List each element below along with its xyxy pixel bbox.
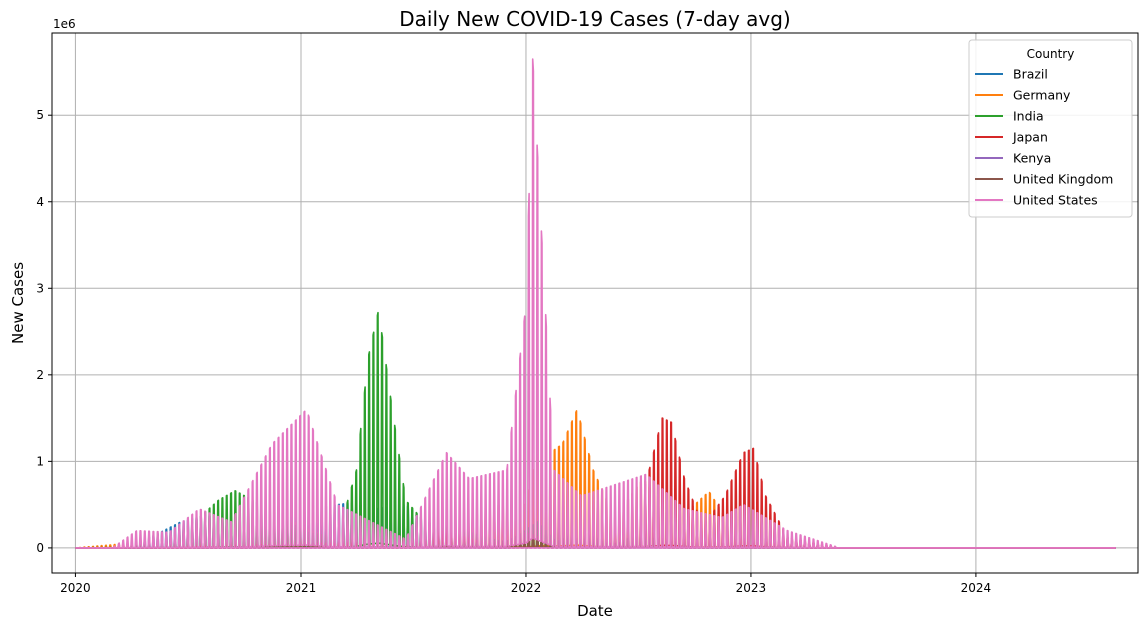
x-tick-label: 2020 [60, 581, 91, 595]
y-tick-label: 0 [36, 541, 44, 555]
legend-entry: Germany [1013, 88, 1071, 103]
legend-entry: Brazil [1013, 67, 1048, 82]
y-axis-label: New Cases [9, 262, 27, 344]
x-tick-label: 2024 [961, 581, 992, 595]
y-tick-label: 1 [36, 454, 44, 468]
y-axis-scale-label: 1e6 [53, 17, 76, 31]
legend-entry: United States [1013, 193, 1098, 208]
x-tick-label: 2023 [736, 581, 767, 595]
x-axis-label: Date [577, 602, 613, 620]
y-tick-label: 4 [36, 195, 44, 209]
legend-entry: Japan [1012, 130, 1048, 145]
x-tick-label: 2022 [511, 581, 542, 595]
chart-title: Daily New COVID-19 Cases (7-day avg) [399, 7, 791, 31]
legend-title: Country [1027, 47, 1075, 61]
legend-entry: United Kingdom [1013, 172, 1113, 187]
x-tick-label: 2021 [286, 581, 317, 595]
y-tick-label: 3 [36, 281, 44, 295]
legend-entry: Kenya [1013, 151, 1051, 166]
legend-entry: India [1013, 109, 1044, 124]
y-tick-label: 5 [36, 108, 44, 122]
legend [969, 40, 1132, 217]
y-tick-label: 2 [36, 368, 44, 382]
